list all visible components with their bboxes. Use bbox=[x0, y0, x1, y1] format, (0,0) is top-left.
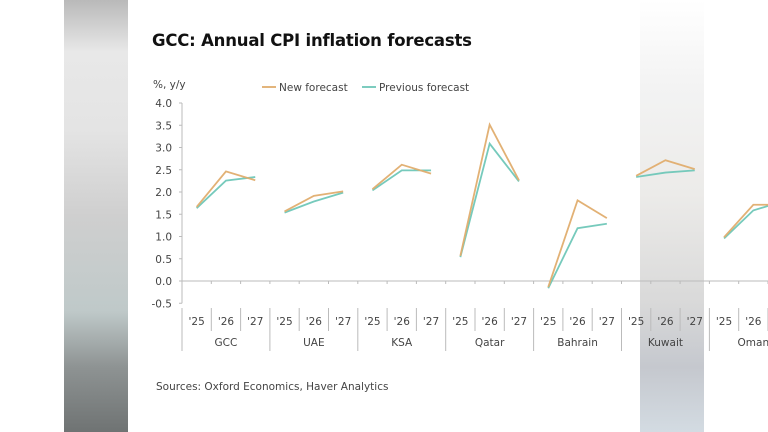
x-group-label: Qatar bbox=[475, 337, 505, 349]
x-tick-label-year: '25 bbox=[716, 316, 732, 328]
y-tick-label: 1.0 bbox=[155, 232, 172, 244]
line-previous-forecast-ksa bbox=[371, 169, 432, 192]
x-tick-label-year: '27 bbox=[511, 316, 527, 328]
x-tick-label-year: '27 bbox=[423, 316, 439, 328]
x-tick-label-year: '26 bbox=[745, 316, 762, 328]
x-tick-label-year: '25 bbox=[452, 316, 468, 328]
x-tick-label-year: '25 bbox=[540, 316, 556, 328]
line-new-forecast-uae bbox=[284, 190, 344, 213]
y-axis: 4.0 3.5 3.0 2.5 2.0 1.5 1.0 0.5 0.0 -0.5 bbox=[152, 98, 183, 310]
y-tick-label: 3.5 bbox=[155, 120, 172, 132]
x-axis: '25 '26 '27 GCC '25 '26 '27 UAE '25 '26 '27 KSA '25 '… bbox=[181, 280, 768, 351]
x-tick-label-year: '25 bbox=[364, 316, 380, 328]
x-tick-label-year: '25 bbox=[189, 316, 205, 328]
x-group-label: Kuwait bbox=[648, 337, 683, 349]
x-tick-label-year: '26 bbox=[306, 316, 323, 328]
source-note: Sources: Oxford Economics, Haver Analyti… bbox=[156, 381, 389, 393]
chart-title: GCC: Annual CPI inflation forecasts bbox=[152, 31, 472, 50]
x-group-label: Oman bbox=[738, 337, 768, 349]
legend-label-previous-forecast: Previous forecast bbox=[379, 82, 469, 94]
x-group-label: KSA bbox=[391, 337, 413, 349]
y-tick-label: 1.5 bbox=[155, 209, 172, 221]
line-new-forecast-gcc bbox=[195, 170, 256, 208]
x-group-label: GCC bbox=[215, 337, 238, 349]
series-lines bbox=[195, 122, 768, 289]
y-tick-label: 0.0 bbox=[155, 276, 172, 288]
x-tick-label-year: '27 bbox=[599, 316, 615, 328]
line-previous-forecast-bahrain bbox=[547, 222, 607, 289]
x-tick-label-year: '27 bbox=[687, 316, 703, 328]
line-previous-forecast-oman bbox=[723, 205, 768, 240]
x-group-label: Bahrain bbox=[557, 337, 598, 349]
line-new-forecast-kuwait bbox=[635, 159, 696, 177]
line-new-forecast-ksa bbox=[371, 163, 432, 190]
line-new-forecast-oman bbox=[723, 203, 768, 238]
line-previous-forecast-gcc bbox=[196, 176, 256, 209]
x-tick-label-year: '26 bbox=[218, 316, 235, 328]
line-previous-forecast-kuwait bbox=[636, 169, 695, 178]
y-axis-label: %, y/y bbox=[153, 79, 186, 91]
line-previous-forecast-uae bbox=[284, 191, 344, 214]
y-tick-label: 0.5 bbox=[155, 254, 172, 266]
x-tick-label-year: '26 bbox=[394, 316, 411, 328]
x-tick-label-year: '25 bbox=[276, 316, 292, 328]
y-tick-label: -0.5 bbox=[152, 298, 173, 310]
x-tick-label-year: '26 bbox=[657, 316, 674, 328]
y-tick-label: 3.0 bbox=[155, 143, 172, 155]
background-blur-right bbox=[640, 0, 704, 432]
line-new-forecast-bahrain bbox=[547, 198, 608, 288]
chart-card bbox=[128, 0, 640, 432]
x-tick-label-year: '27 bbox=[247, 316, 263, 328]
line-new-forecast-qatar bbox=[459, 122, 520, 257]
background-blur-left bbox=[64, 0, 128, 432]
legend: New forecast Previous forecast bbox=[262, 82, 469, 94]
y-tick-label: 2.0 bbox=[155, 187, 172, 199]
line-previous-forecast-qatar bbox=[459, 141, 520, 258]
x-tick-label-year: '27 bbox=[335, 316, 351, 328]
y-tick-label: 4.0 bbox=[155, 98, 172, 110]
x-tick-label-year: '26 bbox=[569, 316, 586, 328]
legend-label-new-forecast: New forecast bbox=[279, 82, 348, 94]
x-tick-label-year: '26 bbox=[482, 316, 499, 328]
x-tick-label-year: '25 bbox=[628, 316, 644, 328]
x-group-label: UAE bbox=[303, 337, 325, 349]
y-tick-label: 2.5 bbox=[155, 165, 172, 177]
